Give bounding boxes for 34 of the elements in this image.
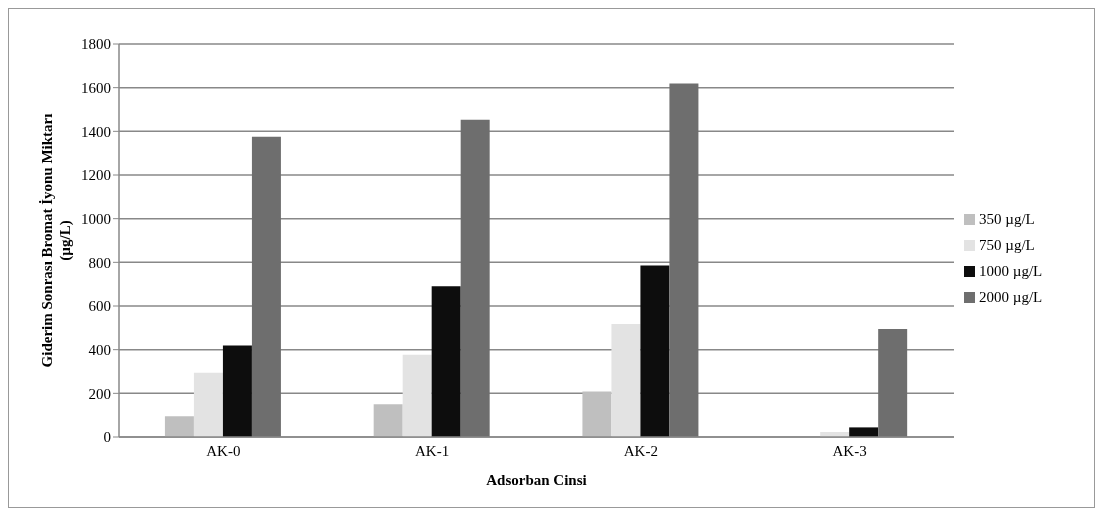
x-tick-label: AK-0 <box>206 442 241 459</box>
bar <box>460 119 490 437</box>
legend-label: 350 µg/L <box>979 210 1035 229</box>
bar <box>222 345 252 437</box>
y-tick-label: 400 <box>88 341 111 358</box>
y-axis-title: Giderim Sonrası Bromat İyonu Miktarı (µg/L) <box>39 113 74 368</box>
y-tick-label: 1800 <box>81 36 111 53</box>
x-tick-label: AK-3 <box>832 442 867 459</box>
y-tick-label: 200 <box>88 385 111 402</box>
y-tick-label: 600 <box>88 298 111 315</box>
bar <box>669 83 699 437</box>
x-axis-title: Adsorban Cinsi <box>486 472 587 488</box>
y-tick-label: 800 <box>88 254 111 271</box>
legend-label: 1000 µg/L <box>979 262 1043 281</box>
bar <box>849 427 879 437</box>
x-tick-label: AK-1 <box>415 442 450 459</box>
bar <box>193 372 223 437</box>
bar <box>640 265 670 437</box>
bar <box>431 286 461 437</box>
bar <box>164 416 194 437</box>
legend-label: 750 µg/L <box>979 236 1035 255</box>
bar <box>582 391 612 437</box>
bar <box>878 328 908 437</box>
bar <box>373 404 403 437</box>
y-tick-label: 1400 <box>81 123 111 140</box>
y-tick-label: 1200 <box>81 167 111 184</box>
y-tick-label: 0 <box>103 429 111 446</box>
bar <box>402 354 432 437</box>
bar <box>251 136 281 437</box>
x-tick-label: AK-2 <box>623 442 658 459</box>
y-tick-label: 1600 <box>81 79 111 96</box>
bar <box>611 324 641 437</box>
y-tick-label: 1000 <box>81 210 111 227</box>
legend-label: 2000 µg/L <box>979 288 1043 307</box>
